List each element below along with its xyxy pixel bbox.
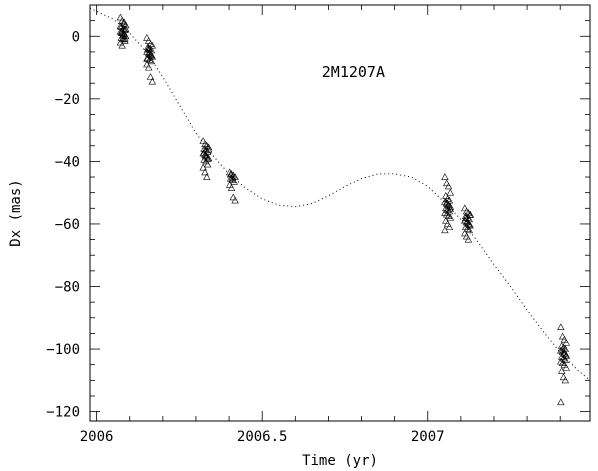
epoch-1-points <box>116 13 130 49</box>
data-point <box>444 182 453 190</box>
data-point <box>445 223 454 230</box>
data-point <box>145 55 154 63</box>
data-point <box>227 184 236 191</box>
model-curve <box>89 7 591 381</box>
y-tick-label: 0 <box>72 29 80 45</box>
data-point <box>121 34 129 42</box>
data-point <box>144 54 152 62</box>
data-point <box>441 173 449 180</box>
data-point <box>116 27 125 35</box>
data-point <box>226 174 235 182</box>
epoch-6-points <box>461 204 474 243</box>
data-point <box>228 173 237 181</box>
data-point <box>465 226 473 234</box>
data-point <box>461 204 469 212</box>
data-point <box>230 177 238 185</box>
data-point <box>231 196 239 204</box>
data-point <box>116 22 125 30</box>
epoch-5-points <box>441 173 455 234</box>
y-tick-label: −20 <box>55 92 80 108</box>
model-curve-layer <box>89 7 591 381</box>
data-point <box>199 163 207 171</box>
data-point <box>557 346 565 354</box>
data-point <box>446 213 455 221</box>
x-tick-label: 2006.5 <box>237 429 288 445</box>
epoch-3-points <box>199 137 213 180</box>
data-point <box>148 77 157 85</box>
data-point <box>203 160 212 168</box>
object-label: 2M1207A <box>322 63 385 81</box>
data-point <box>443 210 451 218</box>
y-tick-label: −120 <box>46 405 80 421</box>
data-point <box>441 226 449 234</box>
data-point <box>558 359 567 366</box>
data-point <box>201 168 209 176</box>
data-point <box>229 193 237 201</box>
data-point <box>558 332 567 340</box>
data-point <box>122 25 130 33</box>
epoch-4-points <box>225 168 239 204</box>
epoch-7-points <box>557 323 570 406</box>
y-tick-label: −100 <box>46 342 80 358</box>
data-point <box>441 209 449 216</box>
y-axis-title: Dx (mas) <box>8 179 24 246</box>
data-point <box>558 367 566 374</box>
data-points-layer <box>116 13 570 406</box>
data-point <box>146 50 155 58</box>
x-tick-label: 2007 <box>411 429 445 445</box>
y-tick-label: −60 <box>55 217 80 233</box>
data-point <box>119 35 127 43</box>
x-tick-labels: 2006 2006.5 2007 <box>80 429 445 445</box>
data-point <box>203 173 211 180</box>
data-point <box>465 220 473 228</box>
data-point <box>120 29 128 37</box>
data-point <box>441 198 449 205</box>
data-point <box>557 398 565 406</box>
data-point <box>120 18 128 26</box>
data-point <box>146 73 155 80</box>
data-point <box>144 63 153 71</box>
data-point <box>464 235 473 243</box>
data-point <box>116 13 125 21</box>
data-point <box>463 224 472 232</box>
data-point <box>143 54 151 62</box>
data-point <box>143 34 151 41</box>
epoch-2-points <box>143 34 157 85</box>
data-point <box>121 37 129 44</box>
x-tick-label: 2006 <box>80 429 114 445</box>
y-tick-label: −80 <box>55 280 80 296</box>
data-point <box>461 223 470 230</box>
data-point <box>562 338 570 346</box>
data-point <box>557 357 565 365</box>
data-point <box>199 137 207 144</box>
data-point <box>557 323 565 331</box>
ticks-layer <box>90 4 590 421</box>
data-point <box>444 212 453 219</box>
data-point <box>199 149 207 157</box>
data-point <box>562 364 570 371</box>
y-tick-label: −40 <box>55 154 80 170</box>
data-point <box>559 373 568 381</box>
data-point <box>118 41 126 49</box>
data-point <box>446 205 455 212</box>
data-point <box>443 179 451 187</box>
data-point <box>561 376 570 384</box>
data-point <box>446 188 455 196</box>
data-point <box>203 155 212 162</box>
data-point <box>144 44 153 52</box>
y-tick-labels: 0 −20 −40 −60 −80 −100 −120 <box>46 29 80 420</box>
data-point <box>466 211 474 219</box>
data-point <box>204 145 213 153</box>
data-point <box>228 176 237 184</box>
data-point <box>562 352 570 359</box>
data-point <box>204 154 213 162</box>
plot-frame <box>89 4 591 422</box>
x-axis-title: Time (yr) <box>302 453 378 469</box>
